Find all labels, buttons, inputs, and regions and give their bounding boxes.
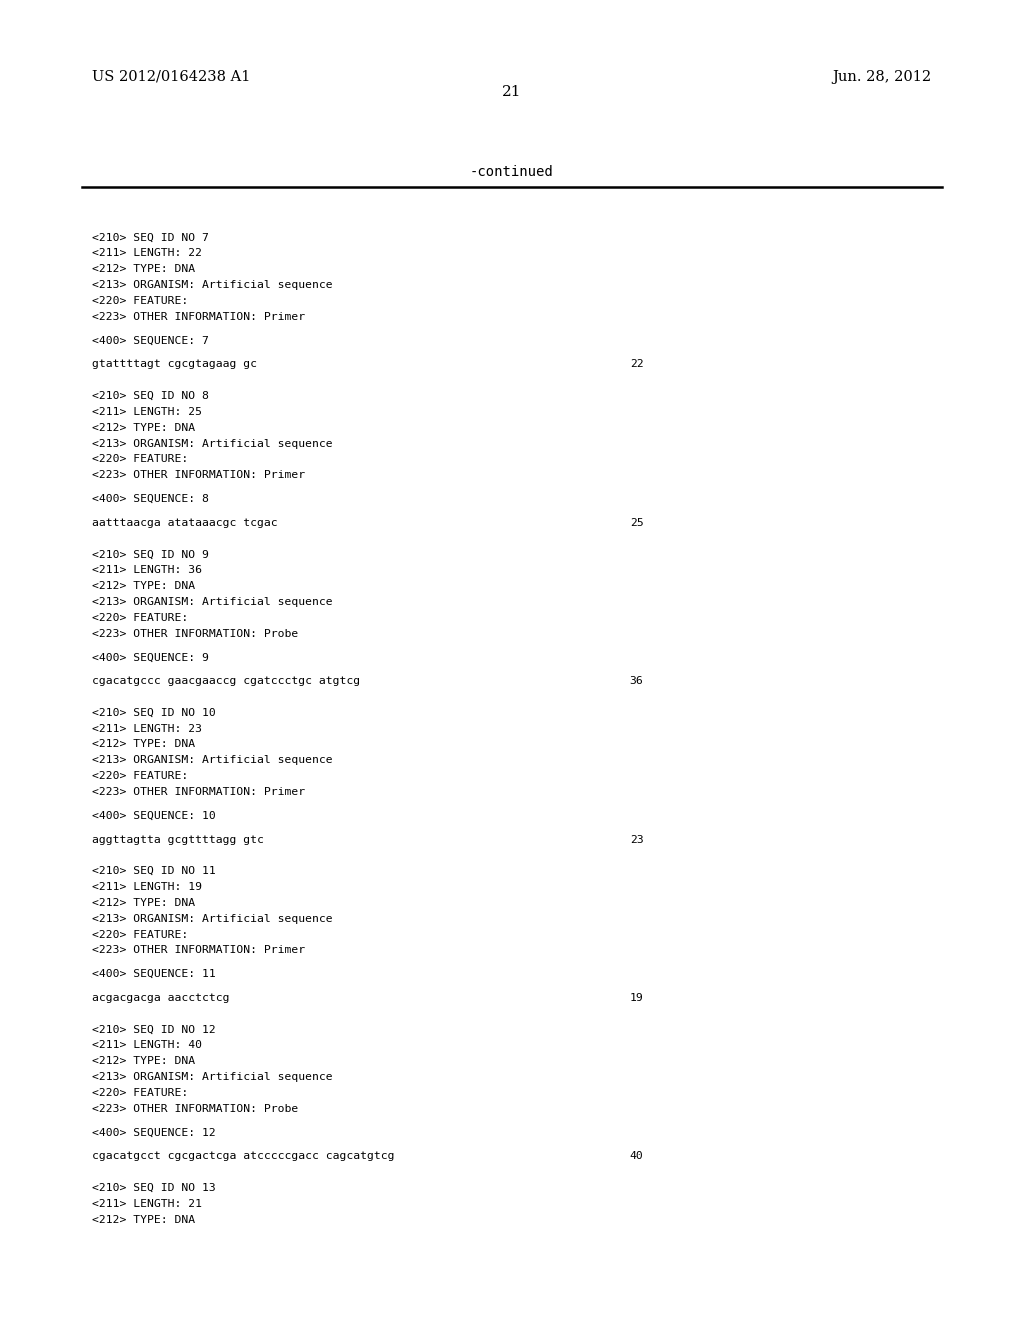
Text: 21: 21 bbox=[502, 86, 522, 99]
Text: <220> FEATURE:: <220> FEATURE: bbox=[92, 929, 188, 940]
Text: <212> TYPE: DNA: <212> TYPE: DNA bbox=[92, 264, 196, 275]
Text: gtattttagt cgcgtagaag gc: gtattttagt cgcgtagaag gc bbox=[92, 359, 257, 370]
Text: -continued: -continued bbox=[470, 165, 554, 178]
Text: 25: 25 bbox=[630, 517, 643, 528]
Text: <211> LENGTH: 36: <211> LENGTH: 36 bbox=[92, 565, 202, 576]
Text: Jun. 28, 2012: Jun. 28, 2012 bbox=[833, 70, 932, 83]
Text: <213> ORGANISM: Artificial sequence: <213> ORGANISM: Artificial sequence bbox=[92, 438, 333, 449]
Text: <213> ORGANISM: Artificial sequence: <213> ORGANISM: Artificial sequence bbox=[92, 1072, 333, 1082]
Text: <213> ORGANISM: Artificial sequence: <213> ORGANISM: Artificial sequence bbox=[92, 280, 333, 290]
Text: <220> FEATURE:: <220> FEATURE: bbox=[92, 771, 188, 781]
Text: <223> OTHER INFORMATION: Primer: <223> OTHER INFORMATION: Primer bbox=[92, 945, 305, 956]
Text: <220> FEATURE:: <220> FEATURE: bbox=[92, 1088, 188, 1098]
Text: <400> SEQUENCE: 12: <400> SEQUENCE: 12 bbox=[92, 1127, 216, 1138]
Text: <400> SEQUENCE: 11: <400> SEQUENCE: 11 bbox=[92, 969, 216, 979]
Text: <211> LENGTH: 25: <211> LENGTH: 25 bbox=[92, 407, 202, 417]
Text: <223> OTHER INFORMATION: Primer: <223> OTHER INFORMATION: Primer bbox=[92, 312, 305, 322]
Text: <212> TYPE: DNA: <212> TYPE: DNA bbox=[92, 898, 196, 908]
Text: <211> LENGTH: 19: <211> LENGTH: 19 bbox=[92, 882, 202, 892]
Text: <220> FEATURE:: <220> FEATURE: bbox=[92, 296, 188, 306]
Text: <211> LENGTH: 22: <211> LENGTH: 22 bbox=[92, 248, 202, 259]
Text: <211> LENGTH: 21: <211> LENGTH: 21 bbox=[92, 1199, 202, 1209]
Text: <212> TYPE: DNA: <212> TYPE: DNA bbox=[92, 581, 196, 591]
Text: <212> TYPE: DNA: <212> TYPE: DNA bbox=[92, 1056, 196, 1067]
Text: acgacgacga aacctctcg: acgacgacga aacctctcg bbox=[92, 993, 229, 1003]
Text: <211> LENGTH: 40: <211> LENGTH: 40 bbox=[92, 1040, 202, 1051]
Text: <210> SEQ ID NO 12: <210> SEQ ID NO 12 bbox=[92, 1024, 216, 1035]
Text: 19: 19 bbox=[630, 993, 643, 1003]
Text: <210> SEQ ID NO 7: <210> SEQ ID NO 7 bbox=[92, 232, 209, 243]
Text: <212> TYPE: DNA: <212> TYPE: DNA bbox=[92, 739, 196, 750]
Text: 36: 36 bbox=[630, 676, 643, 686]
Text: <210> SEQ ID NO 8: <210> SEQ ID NO 8 bbox=[92, 391, 209, 401]
Text: <212> TYPE: DNA: <212> TYPE: DNA bbox=[92, 1214, 196, 1225]
Text: 40: 40 bbox=[630, 1151, 643, 1162]
Text: <400> SEQUENCE: 8: <400> SEQUENCE: 8 bbox=[92, 494, 209, 504]
Text: <400> SEQUENCE: 10: <400> SEQUENCE: 10 bbox=[92, 810, 216, 821]
Text: <223> OTHER INFORMATION: Primer: <223> OTHER INFORMATION: Primer bbox=[92, 470, 305, 480]
Text: <210> SEQ ID NO 13: <210> SEQ ID NO 13 bbox=[92, 1183, 216, 1193]
Text: cgacatgccc gaacgaaccg cgatccctgc atgtcg: cgacatgccc gaacgaaccg cgatccctgc atgtcg bbox=[92, 676, 360, 686]
Text: aggttagtta gcgttttagg gtc: aggttagtta gcgttttagg gtc bbox=[92, 834, 264, 845]
Text: <213> ORGANISM: Artificial sequence: <213> ORGANISM: Artificial sequence bbox=[92, 597, 333, 607]
Text: 22: 22 bbox=[630, 359, 643, 370]
Text: <213> ORGANISM: Artificial sequence: <213> ORGANISM: Artificial sequence bbox=[92, 755, 333, 766]
Text: <213> ORGANISM: Artificial sequence: <213> ORGANISM: Artificial sequence bbox=[92, 913, 333, 924]
Text: <400> SEQUENCE: 7: <400> SEQUENCE: 7 bbox=[92, 335, 209, 346]
Text: <223> OTHER INFORMATION: Probe: <223> OTHER INFORMATION: Probe bbox=[92, 628, 298, 639]
Text: <223> OTHER INFORMATION: Probe: <223> OTHER INFORMATION: Probe bbox=[92, 1104, 298, 1114]
Text: cgacatgcct cgcgactcga atcccccgacc cagcatgtcg: cgacatgcct cgcgactcga atcccccgacc cagcat… bbox=[92, 1151, 394, 1162]
Text: 23: 23 bbox=[630, 834, 643, 845]
Text: <220> FEATURE:: <220> FEATURE: bbox=[92, 454, 188, 465]
Text: <211> LENGTH: 23: <211> LENGTH: 23 bbox=[92, 723, 202, 734]
Text: <210> SEQ ID NO 9: <210> SEQ ID NO 9 bbox=[92, 549, 209, 560]
Text: US 2012/0164238 A1: US 2012/0164238 A1 bbox=[92, 70, 251, 83]
Text: <220> FEATURE:: <220> FEATURE: bbox=[92, 612, 188, 623]
Text: <210> SEQ ID NO 11: <210> SEQ ID NO 11 bbox=[92, 866, 216, 876]
Text: <400> SEQUENCE: 9: <400> SEQUENCE: 9 bbox=[92, 652, 209, 663]
Text: <210> SEQ ID NO 10: <210> SEQ ID NO 10 bbox=[92, 708, 216, 718]
Text: <212> TYPE: DNA: <212> TYPE: DNA bbox=[92, 422, 196, 433]
Text: aatttaacga atataaacgc tcgac: aatttaacga atataaacgc tcgac bbox=[92, 517, 278, 528]
Text: <223> OTHER INFORMATION: Primer: <223> OTHER INFORMATION: Primer bbox=[92, 787, 305, 797]
